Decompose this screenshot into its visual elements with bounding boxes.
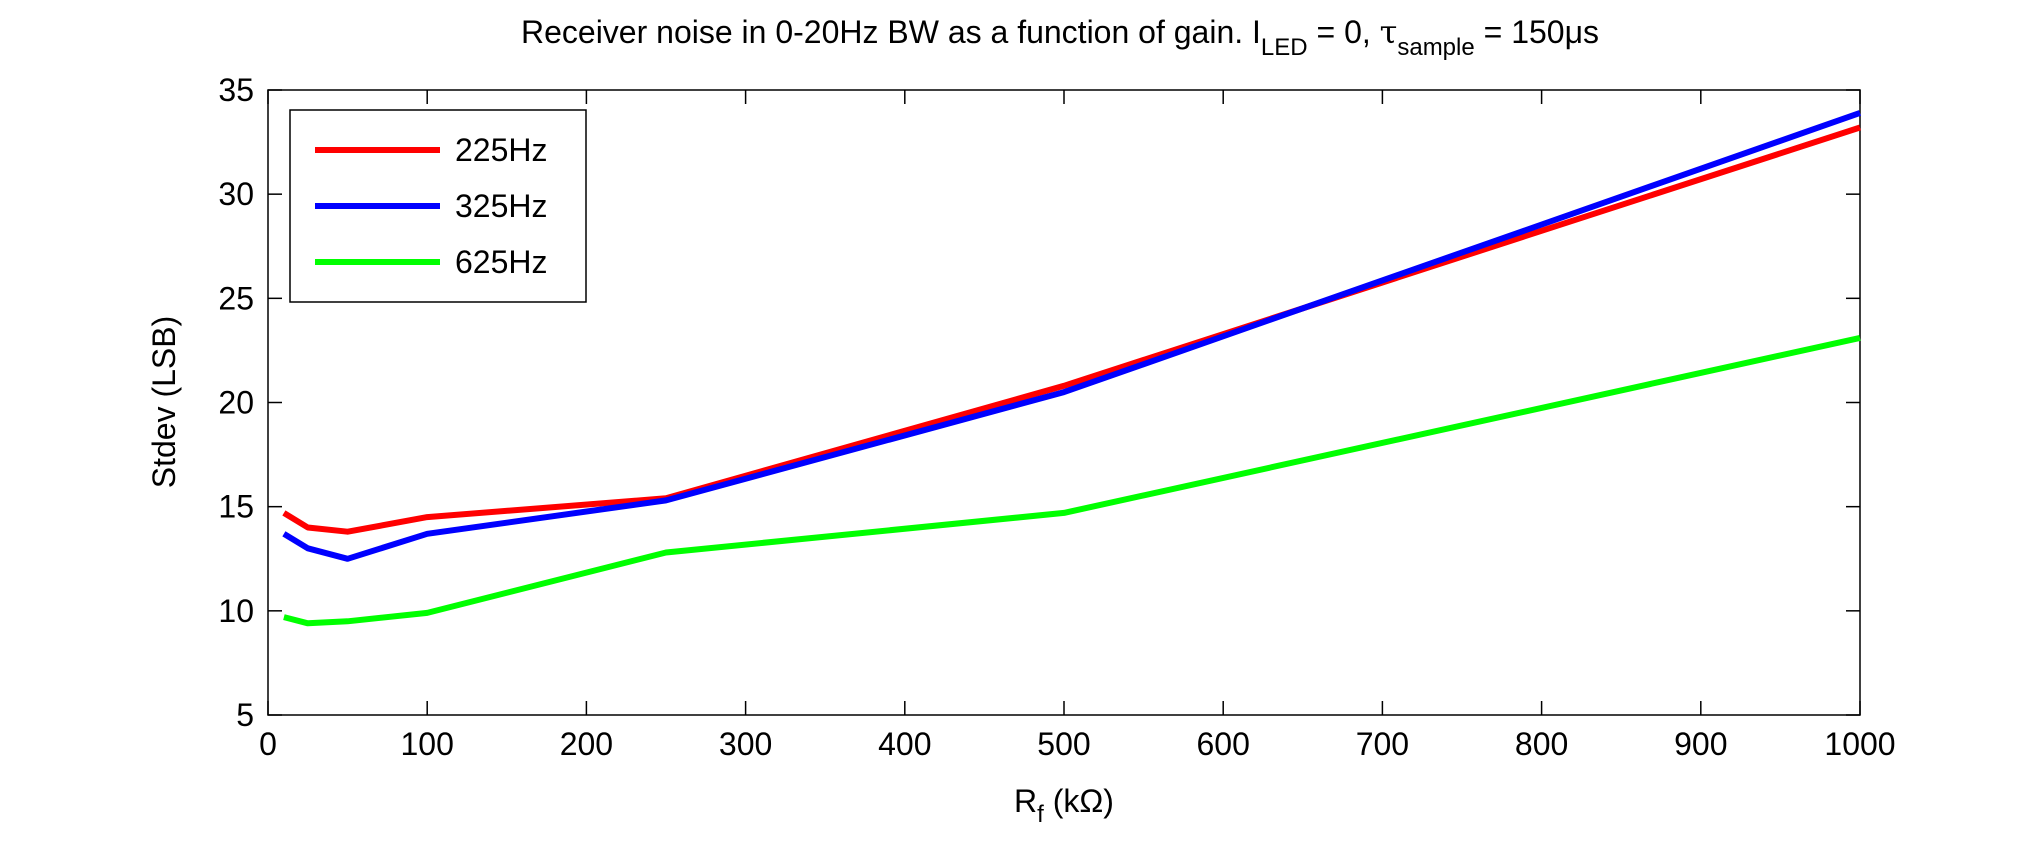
x-axis-label-sub: f: [1037, 801, 1044, 828]
x-axis-label-main: R: [1014, 783, 1037, 819]
x-tick-label: 500: [1037, 726, 1090, 762]
y-tick-label: 25: [218, 280, 254, 316]
x-tick-label: 600: [1197, 726, 1250, 762]
y-tick-label: 10: [218, 593, 254, 629]
legend-label-225hz: 225Hz: [455, 132, 548, 168]
series-line-325hz: [282, 110, 1861, 562]
series-line-625hz: [283, 334, 1861, 627]
legend: 225Hz 325Hz 625Hz: [289, 109, 587, 303]
y-tick-label: 15: [218, 489, 254, 525]
x-tick-label: 900: [1674, 726, 1727, 762]
x-tick-label: 0: [259, 726, 277, 762]
y-tick-label: 20: [218, 385, 254, 421]
title-end: = 150μs: [1475, 14, 1599, 50]
x-tick-label: 300: [719, 726, 772, 762]
y-tick-label: 5: [236, 697, 254, 733]
x-axis-label: Rf (kΩ): [1014, 783, 1114, 828]
x-tick-label: 800: [1515, 726, 1568, 762]
title-tau: τ: [1380, 13, 1398, 51]
chart-title: Receiver noise in 0-20Hz BW as a functio…: [521, 13, 1599, 61]
y-tick-label: 30: [218, 176, 254, 212]
x-tick-label: 100: [401, 726, 454, 762]
title-mid: = 0,: [1308, 14, 1380, 50]
y-ticks: 5 10 15 20 25 30 35: [218, 72, 1860, 733]
x-tick-label: 400: [878, 726, 931, 762]
y-axis-label: Stdev (LSB): [146, 316, 182, 489]
legend-label-625hz: 625Hz: [455, 244, 548, 280]
x-tick-label: 1000: [1824, 726, 1895, 762]
y-tick-label: 35: [218, 72, 254, 108]
title-sub-sample: sample: [1397, 34, 1474, 61]
x-tick-label: 700: [1356, 726, 1409, 762]
series-line-225hz: [282, 124, 1861, 535]
legend-label-325hz: 325Hz: [455, 188, 548, 224]
title-sub-led: LED: [1261, 34, 1308, 61]
x-ticks: 0 100 200 300 400 500 600 700 800 900 1000: [259, 90, 1896, 762]
x-tick-label: 200: [560, 726, 613, 762]
x-axis-label-rest: (kΩ): [1044, 783, 1114, 819]
series-lines: [282, 110, 1861, 627]
title-main: Receiver noise in 0-20Hz BW as a functio…: [521, 14, 1261, 50]
